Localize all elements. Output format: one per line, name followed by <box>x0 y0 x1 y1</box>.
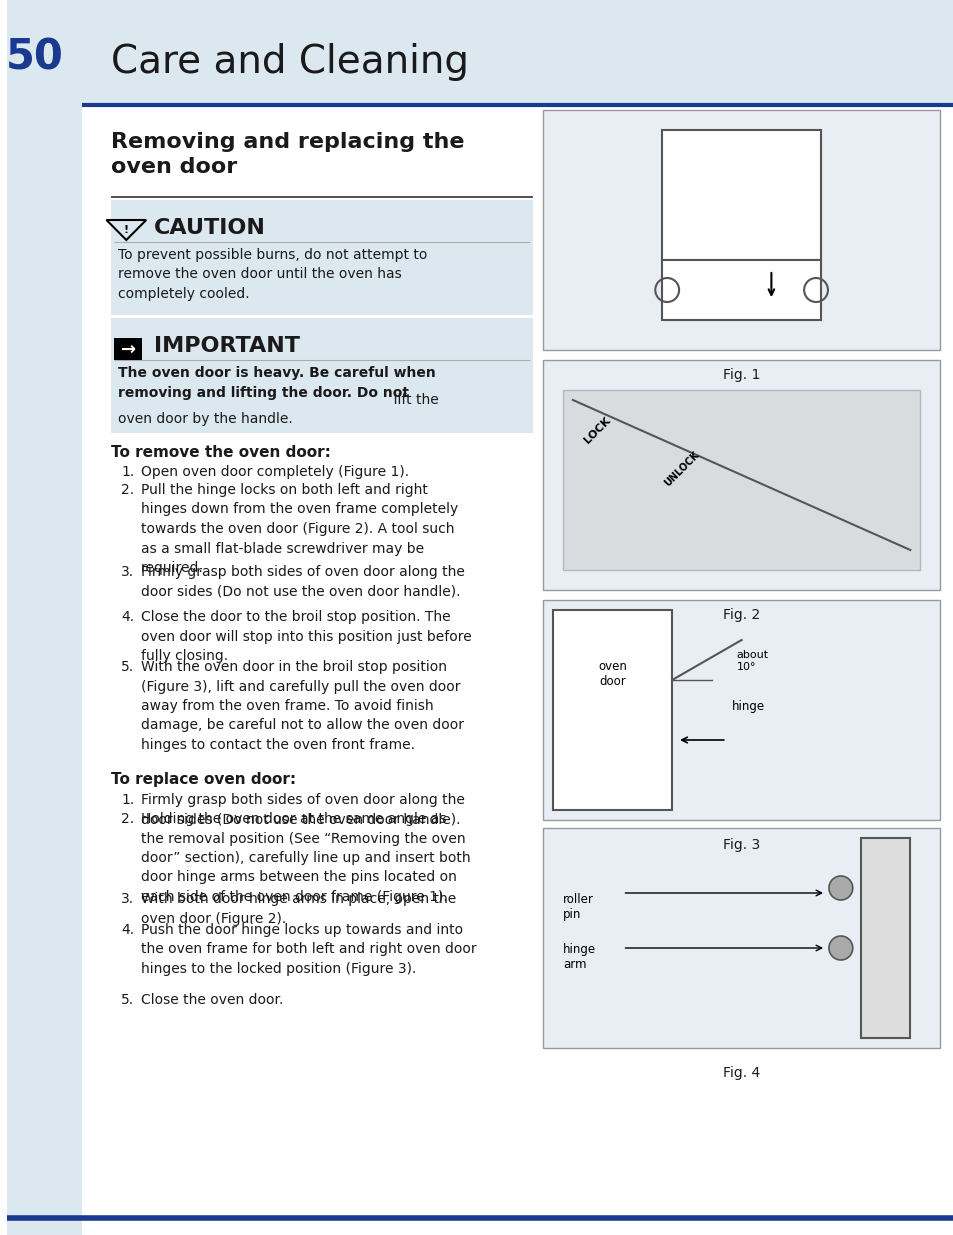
Text: hinge
arm: hinge arm <box>562 944 596 971</box>
Text: Close the door to the broil stop position. The
oven door will stop into this pos: Close the door to the broil stop positio… <box>141 610 472 663</box>
FancyBboxPatch shape <box>112 317 533 433</box>
Text: CAUTION: CAUTION <box>154 219 266 238</box>
FancyBboxPatch shape <box>542 600 939 820</box>
Text: !: ! <box>124 225 129 235</box>
Text: To prevent possible burns, do not attempt to
remove the oven door until the oven: To prevent possible burns, do not attemp… <box>118 248 427 301</box>
Circle shape <box>828 936 852 960</box>
Text: 1.: 1. <box>121 793 134 806</box>
Text: To replace oven door:: To replace oven door: <box>112 772 296 787</box>
Text: 4.: 4. <box>121 923 134 937</box>
Text: oven
door: oven door <box>598 659 626 688</box>
FancyBboxPatch shape <box>542 110 939 350</box>
FancyBboxPatch shape <box>542 600 939 820</box>
Text: Removing and replacing the
oven door: Removing and replacing the oven door <box>112 132 464 177</box>
Text: Fig. 2: Fig. 2 <box>722 608 760 622</box>
Text: Care and Cleaning: Care and Cleaning <box>112 43 469 82</box>
FancyBboxPatch shape <box>542 827 939 1049</box>
Text: 2.: 2. <box>121 483 134 496</box>
FancyBboxPatch shape <box>542 110 939 350</box>
Text: 1.: 1. <box>121 466 134 479</box>
Text: about
10°: about 10° <box>736 650 768 672</box>
Text: 5.: 5. <box>121 993 134 1007</box>
Text: Firmly grasp both sides of oven door along the
door sides (Do not use the oven d: Firmly grasp both sides of oven door alo… <box>141 793 465 826</box>
Text: Fig. 1: Fig. 1 <box>722 368 760 382</box>
Text: Pull the hinge locks on both left and right
hinges down from the oven frame comp: Pull the hinge locks on both left and ri… <box>141 483 458 576</box>
FancyBboxPatch shape <box>542 827 939 1049</box>
Text: UNLOCK: UNLOCK <box>661 450 700 489</box>
Text: Fig. 3: Fig. 3 <box>722 839 760 852</box>
FancyBboxPatch shape <box>114 338 142 359</box>
Text: lift the
oven door by the handle.: lift the oven door by the handle. <box>118 393 438 426</box>
Text: 2.: 2. <box>121 811 134 826</box>
Text: Push the door hinge locks up towards and into
the oven frame for both left and r: Push the door hinge locks up towards and… <box>141 923 476 976</box>
Text: 5.: 5. <box>121 659 134 674</box>
Circle shape <box>828 876 852 900</box>
Text: To remove the oven door:: To remove the oven door: <box>112 445 331 459</box>
FancyBboxPatch shape <box>542 359 939 590</box>
Text: →: → <box>121 341 135 359</box>
FancyBboxPatch shape <box>661 261 821 320</box>
FancyBboxPatch shape <box>562 390 920 571</box>
Text: 3.: 3. <box>121 564 134 579</box>
Text: IMPORTANT: IMPORTANT <box>154 336 300 356</box>
Text: roller
pin: roller pin <box>562 893 593 921</box>
Text: LOCK: LOCK <box>582 415 613 445</box>
FancyBboxPatch shape <box>542 359 939 590</box>
FancyBboxPatch shape <box>553 610 672 810</box>
Text: 50: 50 <box>6 37 64 79</box>
Text: hinge: hinge <box>731 700 764 713</box>
Text: 3.: 3. <box>121 892 134 906</box>
FancyBboxPatch shape <box>860 839 909 1037</box>
Text: Holding the oven door at the same angle as
the removal position (See “Removing t: Holding the oven door at the same angle … <box>141 811 471 904</box>
Text: Firmly grasp both sides of oven door along the
door sides (Do not use the oven d: Firmly grasp both sides of oven door alo… <box>141 564 465 599</box>
Text: Open oven door completely (Figure 1).: Open oven door completely (Figure 1). <box>141 466 409 479</box>
FancyBboxPatch shape <box>661 130 821 261</box>
Text: With the oven door in the broil stop position
(Figure 3), lift and carefully pul: With the oven door in the broil stop pos… <box>141 659 464 752</box>
Text: The oven door is heavy. Be careful when
removing and lifting the door. Do not: The oven door is heavy. Be careful when … <box>118 366 436 399</box>
Text: With both door hinge arms in place, open the
oven door (Figure 2).: With both door hinge arms in place, open… <box>141 892 456 925</box>
Text: Fig. 4: Fig. 4 <box>722 1066 760 1079</box>
FancyBboxPatch shape <box>8 0 82 1235</box>
Text: Close the oven door.: Close the oven door. <box>141 993 283 1007</box>
FancyBboxPatch shape <box>112 200 533 315</box>
Text: 4.: 4. <box>121 610 134 624</box>
FancyBboxPatch shape <box>8 0 953 105</box>
